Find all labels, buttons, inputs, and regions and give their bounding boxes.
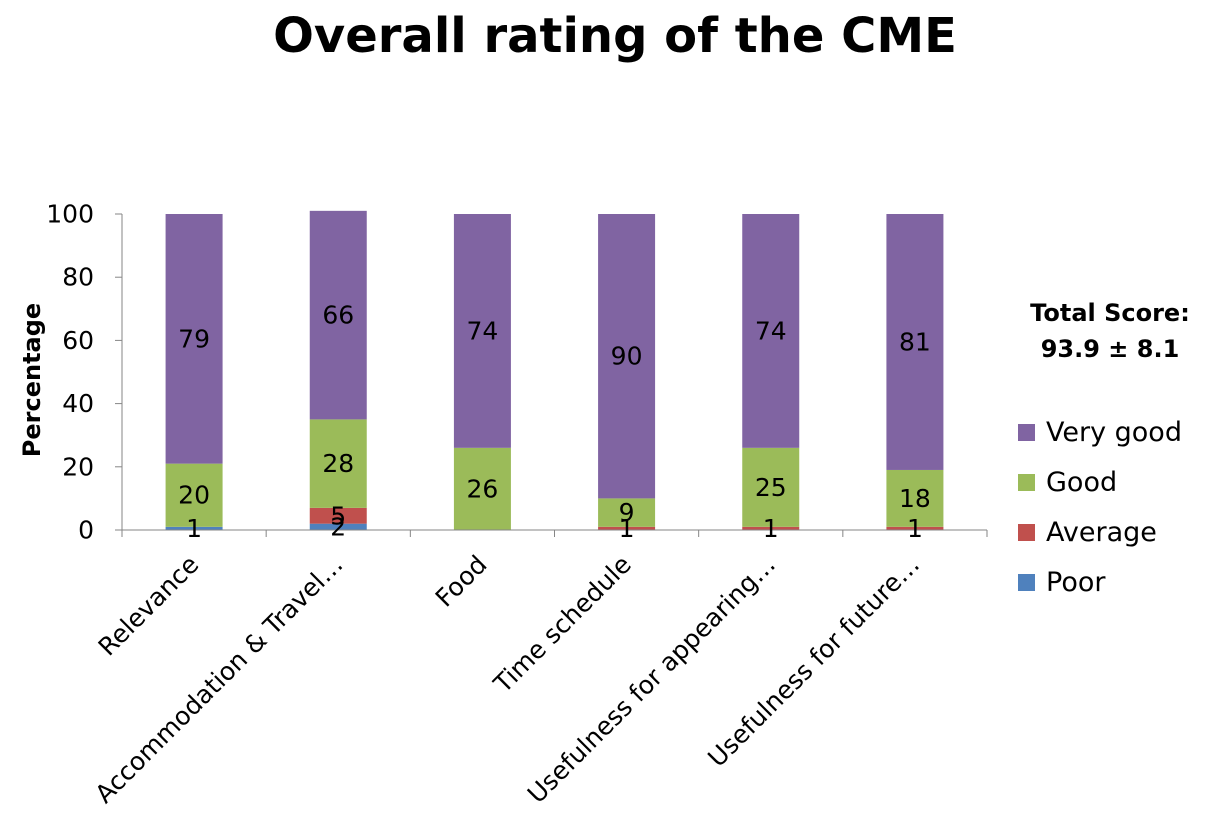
legend-swatch [1018, 573, 1035, 591]
legend-label: Poor [1046, 566, 1106, 598]
bar-good-5 [886, 469, 944, 527]
legend-item-very-good: Very good [1010, 407, 1210, 457]
data-label: 90 [611, 342, 643, 371]
data-label: 74 [467, 316, 499, 345]
x-tick-label: Relevance [93, 550, 205, 662]
legend: Very good Good Average Poor [1010, 407, 1210, 607]
bar-average-1 [309, 507, 367, 524]
data-label: 79 [178, 324, 210, 353]
legend-item-average: Average [1010, 507, 1210, 557]
total-score-label: Total Score: [1030, 299, 1190, 327]
bar-very-good-3 [598, 214, 656, 499]
legend-item-poor: Poor [1010, 557, 1210, 607]
total-score-value: 93.9 ± 8.1 [1040, 335, 1180, 363]
legend-label: Very good [1046, 416, 1182, 448]
legend-swatch [1018, 423, 1035, 441]
bar-good-0 [165, 463, 223, 527]
legend-swatch [1018, 523, 1035, 541]
data-label: 18 [899, 484, 931, 513]
y-tick-label: 60 [62, 326, 94, 355]
data-label: 20 [178, 481, 210, 510]
bar-very-good-0 [165, 214, 223, 464]
legend-item-good: Good [1010, 457, 1210, 507]
data-label: 66 [322, 301, 354, 330]
bars-layer [165, 210, 944, 530]
bar-good-3 [598, 498, 656, 527]
bar-very-good-2 [453, 214, 511, 448]
bar-average-5 [886, 526, 944, 530]
data-label: 1 [619, 514, 635, 543]
legend-label: Good [1046, 466, 1118, 498]
bar-very-good-5 [886, 214, 944, 470]
data-label: 26 [467, 474, 499, 503]
bar-average-4 [742, 526, 800, 530]
side-panel: Total Score: 93.9 ± 8.1 Very good Good Ave… [1010, 295, 1210, 607]
legend-swatch [1018, 473, 1035, 491]
data-label: 74 [755, 316, 787, 345]
bar-good-1 [309, 419, 367, 508]
x-tick-label: Food [430, 550, 493, 613]
x-tick-label: Accommodation & Travel… [90, 550, 349, 809]
legend-label: Average [1046, 516, 1157, 548]
y-tick-label: 80 [62, 263, 94, 292]
y-tick-label: 40 [62, 389, 94, 418]
x-tick-label: Usefulness for appearing… [522, 550, 781, 809]
data-label: 2 [330, 512, 346, 541]
data-label: 1 [907, 514, 923, 543]
bar-good-2 [453, 447, 511, 530]
y-tick-label: 100 [46, 200, 94, 229]
y-tick-label: 20 [62, 452, 94, 481]
bar-very-good-1 [309, 210, 367, 420]
y-tick-label: 0 [78, 516, 94, 545]
total-score-annotation: Total Score: 93.9 ± 8.1 [1010, 295, 1210, 367]
bar-average-3 [598, 526, 656, 530]
x-tick-label: Time schedule [488, 550, 637, 699]
data-label: 5 [330, 501, 346, 530]
data-label: 1 [186, 514, 202, 543]
data-label: 1 [763, 514, 779, 543]
data-label: 9 [619, 498, 635, 527]
bar-poor-1 [309, 523, 367, 530]
data-label: 28 [322, 449, 354, 478]
bar-very-good-4 [742, 214, 800, 448]
bar-good-4 [742, 447, 800, 527]
y-axis-title: Percentage [18, 303, 46, 457]
bar-poor-0 [165, 526, 223, 530]
data-label: 25 [755, 473, 787, 502]
data-label: 81 [899, 327, 931, 356]
chart-title: Overall rating of the CME [273, 8, 957, 64]
